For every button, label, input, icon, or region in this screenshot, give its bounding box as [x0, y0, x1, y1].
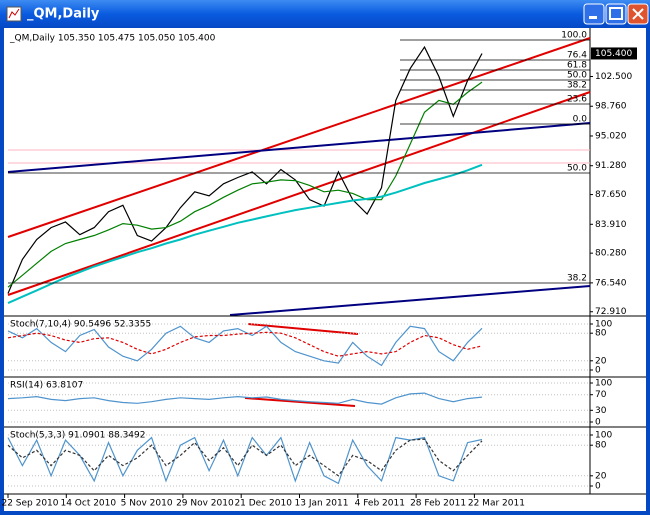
fib-label: 50.0: [567, 164, 587, 174]
y-tick-label: 87.650: [595, 190, 627, 200]
y-tick-label: 100: [595, 379, 612, 389]
y-tick-label: 30: [595, 406, 607, 416]
fib-label: 100.0: [561, 31, 587, 41]
app-icon-line: [8, 8, 20, 19]
x-tick-label: 22 Mar 2011: [468, 499, 525, 509]
series-line: [7, 163, 483, 305]
x-tick-label: 28 Feb 2011: [410, 499, 466, 509]
y-tick-label: 83.910: [595, 220, 627, 230]
series-line: [7, 45, 483, 294]
series-line: [7, 81, 483, 288]
series-line: [7, 392, 483, 405]
fib-label: 38.2: [567, 274, 587, 284]
y-tick-label: 70: [595, 390, 607, 400]
fib-label: 76.4: [567, 51, 587, 61]
maximize-button[interactable]: [605, 3, 627, 25]
fib-label: 23.6: [567, 95, 587, 105]
last-price-label: 105.400: [595, 49, 632, 59]
x-tick-label: 22 Sep 2010: [1, 499, 58, 509]
y-tick-label: 72.910: [595, 307, 627, 317]
y-tick-label: 20: [595, 471, 607, 481]
y-tick-label: 76.540: [595, 278, 627, 288]
minimize-button[interactable]: [583, 3, 605, 25]
y-tick-label: 80: [595, 441, 607, 451]
y-tick-label: 80.280: [595, 249, 627, 259]
series-line: [7, 438, 483, 477]
series-line: [7, 325, 483, 367]
chart-area: [4, 28, 646, 511]
fib-label: 61.8: [567, 61, 587, 71]
y-tick-label: 100: [595, 431, 612, 441]
annotations: [7, 37, 591, 407]
series-line: [7, 436, 483, 485]
x-tick-label: 13 Jan 2011: [295, 499, 349, 509]
y-tick-label: 95.020: [595, 131, 627, 141]
title-bar: [0, 0, 650, 28]
panel-header: _QM,Daily 105.350 105.475 105.050 105.40…: [9, 34, 216, 44]
y-tick-label: 91.280: [595, 161, 627, 171]
y-tick-label: 0: [595, 482, 601, 492]
y-tick-label: 98.760: [595, 102, 627, 112]
panel-header: RSI(14) 63.8107: [10, 381, 83, 391]
panel-header: Stoch(7,10,4) 90.5496 52.3355: [10, 320, 151, 330]
fib-label: 38.2: [567, 81, 587, 91]
y-tick-label: 0: [595, 418, 601, 428]
fib-label: 0.0: [573, 115, 588, 125]
x-tick-label: 29 Nov 2010: [176, 499, 234, 509]
x-tick-label: 21 Dec 2010: [234, 499, 292, 509]
y-tick-label: 80: [595, 329, 607, 339]
x-tick-label: 4 Feb 2011: [355, 499, 405, 509]
y-tick-label: 102.500: [595, 72, 632, 82]
y-tick-label: 0: [595, 366, 601, 376]
y-tick-label: 20: [595, 356, 607, 366]
window-title: _QM,Daily: [27, 7, 100, 22]
panel-header: Stoch(5,3,3) 91.0901 88.3492: [10, 431, 145, 441]
fib-label: 50.0: [567, 71, 587, 81]
last-price-box: [591, 47, 637, 60]
y-tick-label: 100: [595, 320, 612, 330]
close-button[interactable]: [627, 3, 649, 25]
x-tick-label: 14 Oct 2010: [60, 499, 116, 509]
series-line: [7, 331, 483, 357]
x-tick-label: 5 Nov 2010: [121, 499, 173, 509]
